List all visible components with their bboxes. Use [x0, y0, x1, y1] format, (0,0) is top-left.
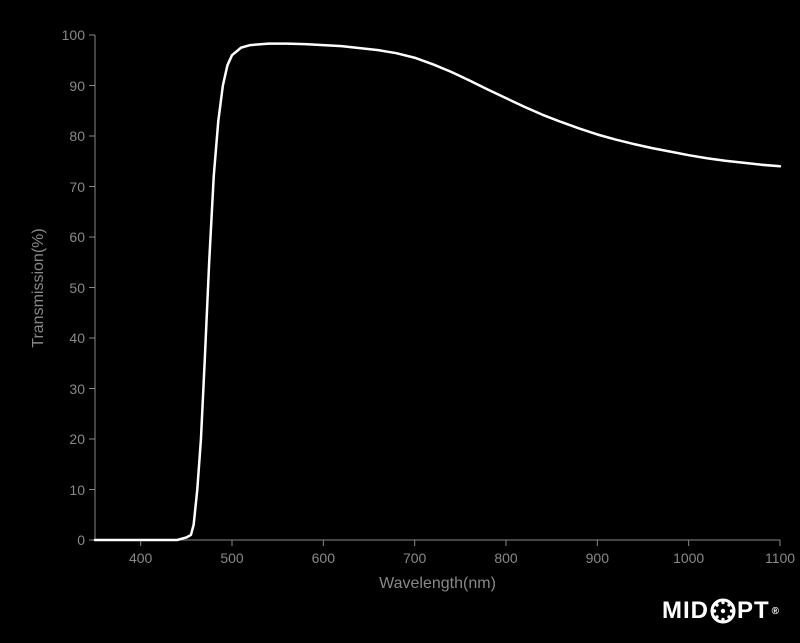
transmission-chart: Wavelength(nm) Transmission(%) 400500600…	[0, 0, 800, 638]
logo-text-left: MID	[662, 597, 709, 625]
y-axis-label: Transmission(%)	[30, 223, 48, 353]
x-tick-label: 800	[494, 550, 517, 566]
y-tick-label: 10	[55, 482, 85, 498]
y-tick-label: 0	[55, 532, 85, 548]
x-tick-label: 1000	[673, 550, 704, 566]
y-tick-label: 20	[55, 431, 85, 447]
x-tick-label: 600	[312, 550, 335, 566]
y-tick-label: 70	[55, 179, 85, 195]
logo-o-icon	[710, 598, 736, 624]
y-tick-label: 60	[55, 229, 85, 245]
x-tick-label: 700	[403, 550, 426, 566]
x-tick-label: 400	[129, 550, 152, 566]
y-tick-label: 80	[55, 128, 85, 144]
x-tick-label: 900	[586, 550, 609, 566]
x-tick-label: 500	[220, 550, 243, 566]
y-tick-label: 100	[55, 27, 85, 43]
chart-svg	[0, 0, 800, 638]
y-tick-label: 30	[55, 381, 85, 397]
y-tick-label: 50	[55, 280, 85, 296]
x-tick-label: 1100	[765, 550, 795, 566]
x-axis-label: Wavelength(nm)	[368, 575, 508, 593]
midopt-logo: MID PT ®	[662, 596, 780, 626]
logo-text-right: PT	[737, 597, 770, 625]
y-tick-label: 90	[55, 78, 85, 94]
y-tick-label: 40	[55, 330, 85, 346]
logo-reg: ®	[772, 606, 780, 617]
